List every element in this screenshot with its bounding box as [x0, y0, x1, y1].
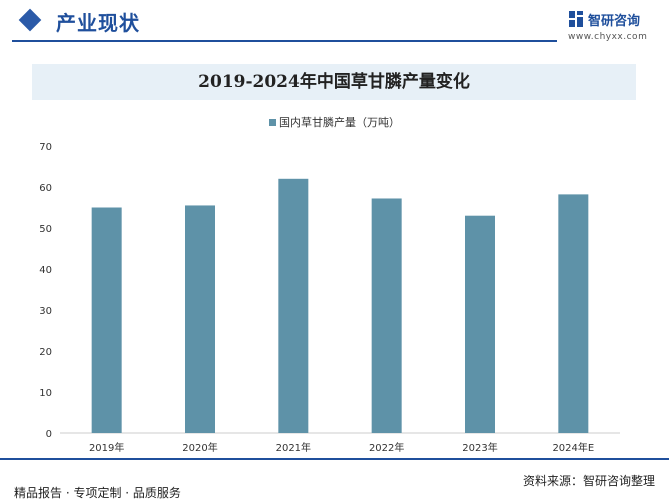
x-tick-label: 2023年: [462, 441, 497, 454]
bar: [185, 205, 215, 433]
bar: [558, 194, 588, 433]
y-tick-label: 40: [39, 265, 52, 276]
bar: [92, 208, 122, 434]
y-tick-label: 30: [39, 306, 52, 317]
x-tick-label: 2022年: [369, 441, 404, 454]
x-tick-label: 2024年E: [552, 441, 594, 454]
y-tick-label: 10: [39, 388, 52, 399]
x-tick-label: 2021年: [276, 441, 311, 454]
bar-chart: 0 10 20 30 40 50 60 70 2019年 2020年 2021年 2022年 2023年…: [0, 0, 669, 460]
y-tick-label: 70: [39, 142, 52, 153]
y-tick-label: 50: [39, 224, 52, 235]
bar: [465, 216, 495, 433]
x-tick-label: 2019年: [89, 441, 124, 454]
y-tick-label: 20: [39, 347, 52, 358]
y-tick-label: 0: [46, 429, 52, 440]
bar: [278, 179, 308, 433]
footer-slogan: 精品报告 · 专项定制 · 品质服务: [14, 484, 181, 501]
x-tick-label: 2020年: [182, 441, 217, 454]
bar: [372, 198, 402, 433]
footer-source: 资料来源：智研咨询整理: [523, 472, 655, 489]
y-tick-label: 60: [39, 183, 52, 194]
footer-divider: [0, 458, 669, 460]
